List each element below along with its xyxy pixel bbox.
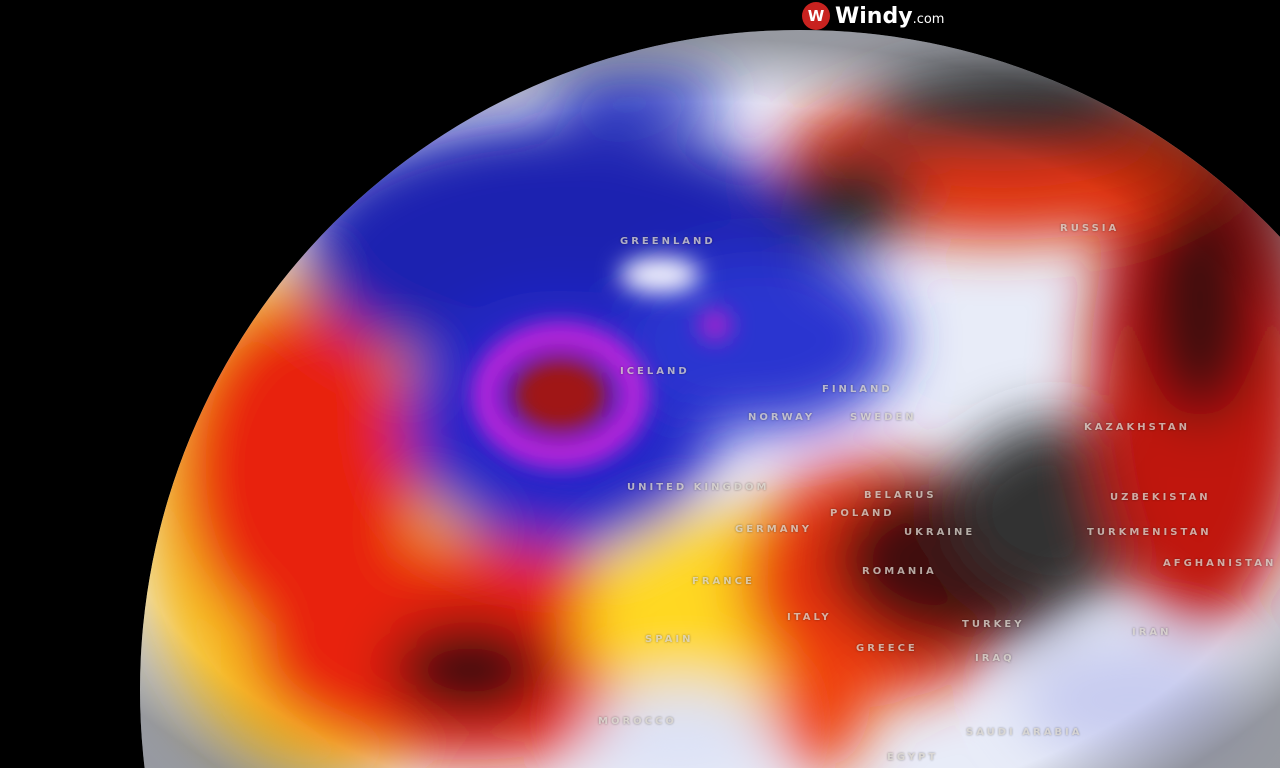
map-label-united-kingdom: UNITED KINGDOM — [627, 482, 770, 493]
map-label-poland: POLAND — [830, 508, 895, 519]
map-label-spain: SPAIN — [645, 634, 694, 645]
map-label-iraq: IRAQ — [975, 653, 1015, 664]
map-label-turkey: TURKEY — [962, 619, 1025, 630]
map-label-finland: FINLAND — [822, 384, 893, 395]
map-label-turkmenistan: TURKMENISTAN — [1087, 527, 1212, 538]
map-label-germany: GERMANY — [735, 524, 813, 535]
map-label-greece: GREECE — [856, 643, 918, 654]
map-label-iceland: ICELAND — [620, 366, 690, 377]
brand-suffix: .com — [912, 11, 945, 27]
brand-name: Windy — [835, 3, 913, 29]
map-label-belarus: BELARUS — [864, 490, 937, 501]
windy-logo[interactable]: W Windy.com — [802, 2, 944, 30]
map-label-sweden: SWEDEN — [850, 412, 917, 423]
map-label-france: FRANCE — [692, 576, 755, 587]
map-label-romania: ROMANIA — [862, 566, 937, 577]
map-label-morocco: MOROCCO — [598, 716, 677, 727]
map-label-norway: NORWAY — [748, 412, 816, 423]
map-label-kazakhstan: KAZAKHSTAN — [1084, 422, 1190, 433]
map-label-ukraine: UKRAINE — [904, 527, 976, 538]
map-label-uzbekistan: UZBEKISTAN — [1110, 492, 1211, 503]
map-label-egypt: EGYPT — [887, 752, 939, 763]
map-label-afghanistan: AFGHANISTAN — [1163, 558, 1277, 569]
map-label-saudi-arabia: SAUDI ARABIA — [966, 727, 1083, 738]
map-label-greenland: GREENLAND — [620, 236, 716, 247]
map-label-iran: IRAN — [1132, 627, 1172, 638]
windy-logo-icon: W — [802, 2, 830, 30]
map-label-italy: ITALY — [787, 612, 832, 623]
map-label-russia: RUSSIA — [1060, 223, 1120, 234]
